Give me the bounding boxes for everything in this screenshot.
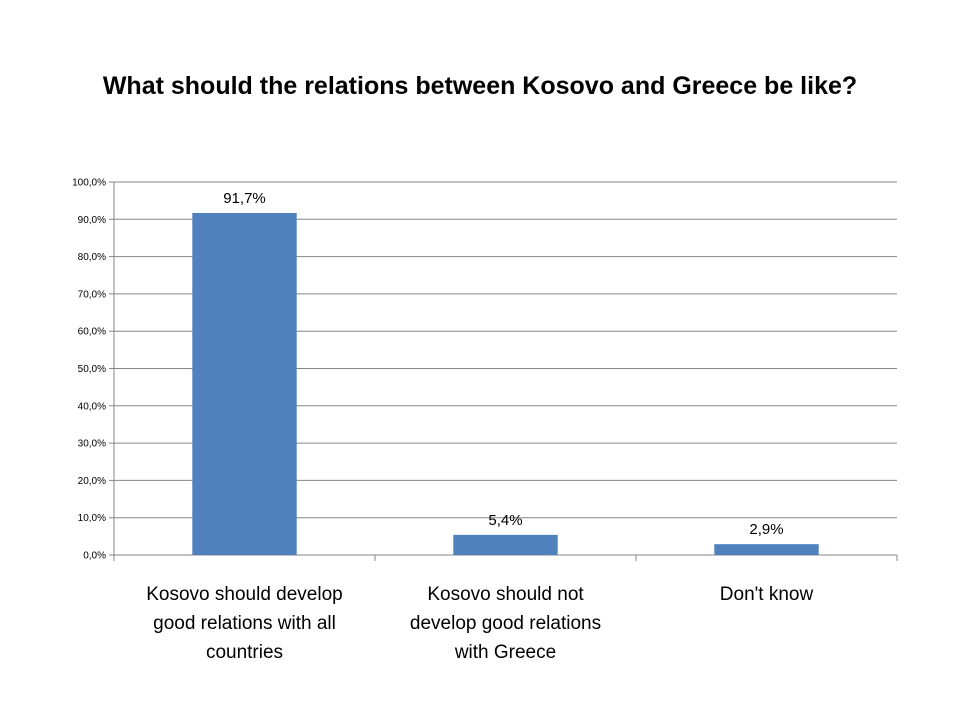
y-tick-label: 80,0% bbox=[78, 252, 106, 263]
category-label: Kosovo should develop good relations with… bbox=[146, 584, 342, 663]
bar bbox=[714, 544, 819, 555]
category-label-line: develop good relations bbox=[410, 613, 601, 634]
y-tick-label: 40,0% bbox=[78, 401, 106, 412]
data-label: 91,7% bbox=[223, 190, 266, 207]
bar bbox=[453, 534, 558, 555]
y-tick-label: 20,0% bbox=[78, 476, 106, 487]
y-tick-label: 50,0% bbox=[78, 364, 106, 375]
bars bbox=[192, 212, 819, 556]
data-label: 5,4% bbox=[488, 512, 522, 529]
labels: 0,0% 10,0% 20,0% 30,0% 40,0% 50,0% 60,0% 70,0% 8… bbox=[72, 178, 813, 664]
category-label-line: good relations with all bbox=[153, 613, 336, 634]
category-label-line: with Greece bbox=[454, 642, 556, 663]
y-tick-label: 10,0% bbox=[78, 513, 106, 524]
category-label: Don't know bbox=[720, 584, 814, 605]
bar bbox=[192, 212, 297, 556]
data-label: 2,9% bbox=[749, 521, 783, 538]
category-label-line: countries bbox=[206, 642, 283, 663]
y-tick-label: 90,0% bbox=[78, 215, 106, 226]
y-tick-label: 60,0% bbox=[78, 327, 106, 338]
chart-title: What should the relations between Kosovo… bbox=[102, 72, 858, 100]
y-tick-label: 100,0% bbox=[72, 178, 106, 189]
category-label-line: Kosovo should not bbox=[427, 584, 584, 605]
y-tick-label: 0,0% bbox=[83, 551, 106, 562]
category-label-line: Don't know bbox=[720, 584, 814, 605]
y-tick-label: 30,0% bbox=[78, 439, 106, 450]
y-tick-label: 70,0% bbox=[78, 289, 106, 300]
category-label: Kosovo should not develop good relations w… bbox=[410, 584, 601, 663]
category-label-line: Kosovo should develop bbox=[146, 584, 342, 605]
